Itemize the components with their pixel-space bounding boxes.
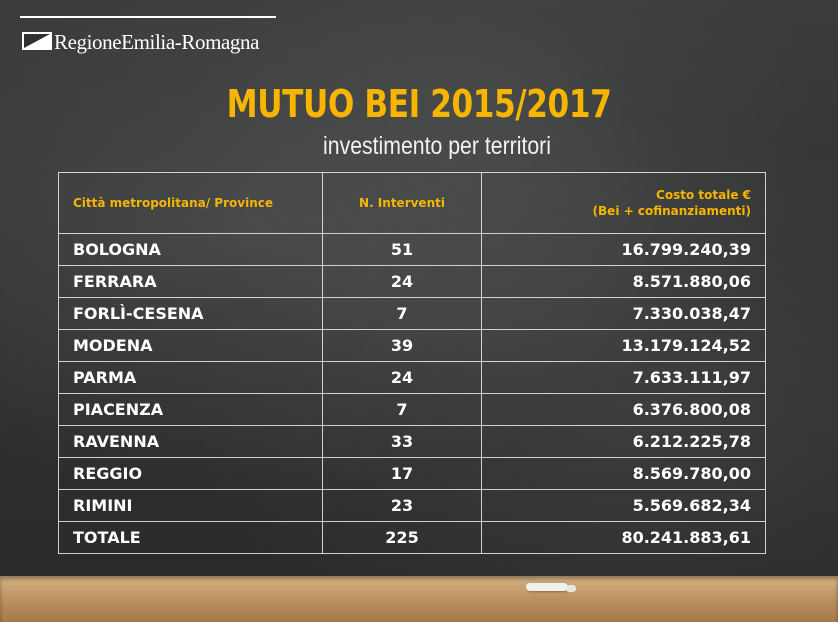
interventions-cell: 7 [322,297,482,330]
total-label-cell: TOTALE [58,521,323,554]
interventions-cell: 33 [322,425,482,458]
chalk-fragment-icon [566,585,576,592]
table-total-row: TOTALE 225 80.241.883,61 [58,521,766,554]
cost-cell: 5.569.682,34 [481,489,766,522]
interventions-cell: 17 [322,457,482,490]
table-row: REGGIO 17 8.569.780,00 [58,457,766,490]
table-row: PIACENZA 7 6.376.800,08 [58,393,766,426]
cost-cell: 8.569.780,00 [481,457,766,490]
total-cost-cell: 80.241.883,61 [481,521,766,554]
cost-cell: 6.376.800,08 [481,393,766,426]
province-cell: FORLÌ-CESENA [58,297,323,330]
interventions-cell: 7 [322,393,482,426]
table-header-row: Città metropolitana/ Province N. Interve… [58,172,766,234]
province-cell: PARMA [58,361,323,394]
page-subtitle: investimento per territori [323,132,551,160]
table-row: BOLOGNA 51 16.799.240,39 [58,233,766,266]
interventions-cell: 51 [322,233,482,266]
header-province: Città metropolitana/ Province [58,172,323,234]
province-cell: MODENA [58,329,323,362]
header-total-cost: Costo totale € (Bei + cofinanziamenti) [481,172,766,234]
interventions-cell: 24 [322,265,482,298]
logo-rule [20,16,276,18]
province-cell: FERRARA [58,265,323,298]
table-row: FORLÌ-CESENA 7 7.330.038,47 [58,297,766,330]
logo-text: RegioneEmilia-Romagna [54,30,260,54]
cost-cell: 6.212.225,78 [481,425,766,458]
chalk-icon [526,583,568,591]
interventions-cell: 39 [322,329,482,362]
cost-cell: 13.179.124,52 [481,329,766,362]
province-cell: REGGIO [58,457,323,490]
table-row: RIMINI 23 5.569.682,34 [58,489,766,522]
province-cell: RIMINI [58,489,323,522]
interventions-cell: 23 [322,489,482,522]
interventions-cell: 24 [322,361,482,394]
province-cell: RAVENNA [58,425,323,458]
header-cost-line2: (Bei + cofinanziamenti) [592,204,751,218]
table-row: MODENA 39 13.179.124,52 [58,329,766,362]
cost-cell: 7.330.038,47 [481,297,766,330]
region-logo: RegioneEmilia-Romagna [20,16,276,56]
header-cost-line1: Costo totale € [656,188,751,202]
region-emblem-icon [22,32,52,50]
table-row: PARMA 24 7.633.111,97 [58,361,766,394]
investment-table: Città metropolitana/ Province N. Interve… [58,172,766,554]
wooden-ledge [0,576,838,622]
table-row: FERRARA 24 8.571.880,06 [58,265,766,298]
province-cell: PIACENZA [58,393,323,426]
table-row: RAVENNA 33 6.212.225,78 [58,425,766,458]
page-title: MUTUO BEI 2015/2017 [226,82,612,126]
total-interventions-cell: 225 [322,521,482,554]
province-cell: BOLOGNA [58,233,323,266]
cost-cell: 7.633.111,97 [481,361,766,394]
cost-cell: 16.799.240,39 [481,233,766,266]
header-interventions: N. Interventi [322,172,482,234]
cost-cell: 8.571.880,06 [481,265,766,298]
